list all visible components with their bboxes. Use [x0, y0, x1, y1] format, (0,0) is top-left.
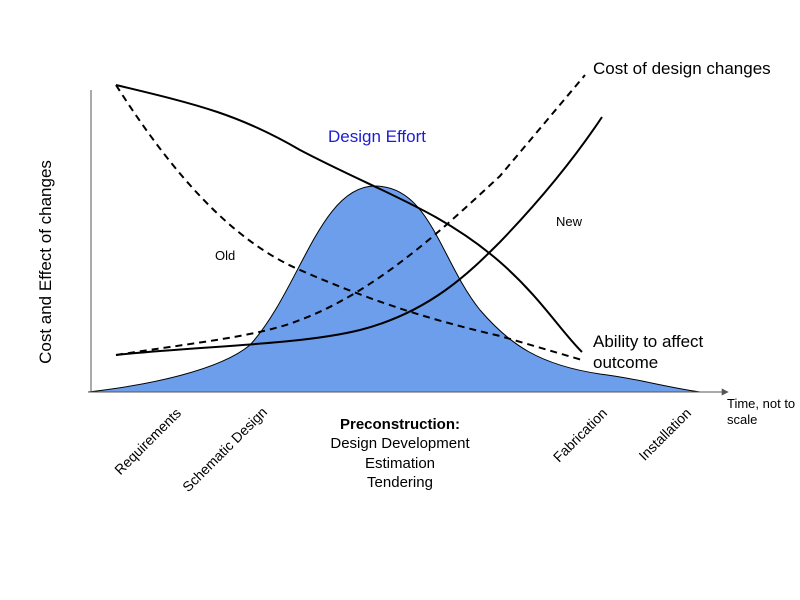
design-effort-label: Design Effort	[328, 127, 426, 146]
phase-line: Design Development	[330, 435, 470, 452]
x-axis-label-line: scale	[727, 412, 757, 427]
new-label: New	[556, 214, 583, 229]
ability-label-line: outcome	[593, 353, 658, 372]
old-label: Old	[215, 248, 235, 263]
ability-label-line: Ability to affect	[593, 332, 704, 351]
ability-label: Ability to affect outcome	[593, 332, 708, 372]
phase-label: Schematic Design	[179, 404, 270, 495]
phase-line: Estimation	[365, 455, 435, 472]
cost-label: Cost of design changes	[593, 59, 771, 78]
ability-new-curve	[115, 84, 583, 353]
phase-title: Preconstruction:	[340, 416, 460, 433]
ability-old-curve	[115, 84, 583, 361]
cost-new-curve	[115, 116, 603, 356]
phase-line: Tendering	[367, 474, 433, 491]
phase-label: Requirements	[111, 405, 184, 478]
x-axis-label: Time, not to scale	[727, 396, 799, 427]
cost-old-curve	[115, 74, 586, 356]
phase-label: Installation	[635, 405, 694, 464]
phase-label: Fabrication	[550, 405, 610, 465]
design-effort-area	[87, 185, 701, 393]
y-axis-label: Cost and Effect of changes	[36, 160, 55, 364]
x-axis-label-line: Time, not to	[727, 396, 795, 411]
